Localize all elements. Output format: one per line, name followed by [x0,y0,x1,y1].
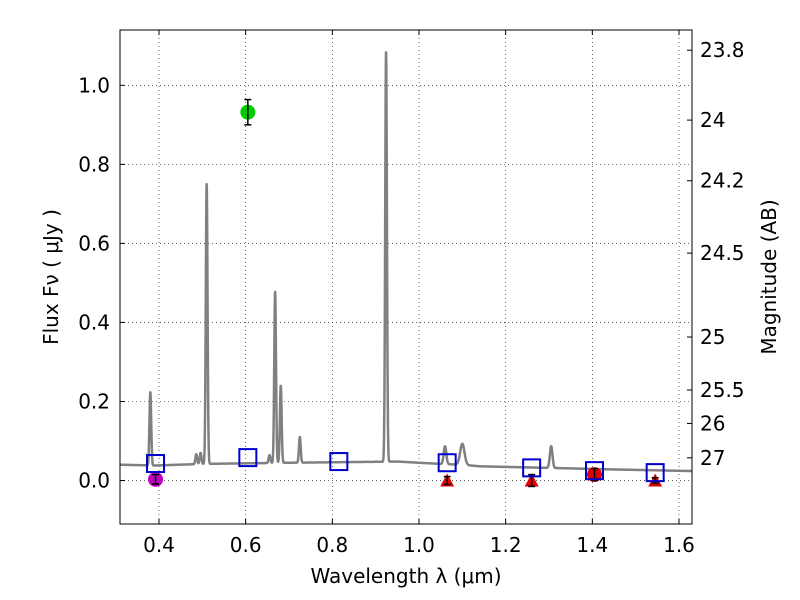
x-tick-label: 1.6 [663,533,695,557]
y-tick-label: 0.6 [78,231,110,255]
x-tick-label: 0.8 [316,533,348,557]
x-tick-label: 0.6 [230,533,262,557]
y2-tick-label: 25.5 [700,378,745,402]
model-point [146,454,166,474]
model-point [522,458,542,478]
spectrum [118,51,694,473]
model-point [238,448,258,468]
y-tick-label: 0.2 [78,389,110,413]
y2-axis-title: Magnitude (AB) [757,199,781,354]
y-axis-title: Flux Fν ( μJy ) [39,209,63,345]
model-point [645,463,665,483]
spectrum-line [118,51,694,473]
y-tick-label: 0.4 [78,310,110,334]
y2-tick-label: 24 [700,108,725,132]
y-tick-label: 1.0 [78,73,110,97]
y2-tick-label: 24.5 [700,241,745,265]
x-tick-label: 1.4 [576,533,608,557]
model-point [585,461,604,481]
y-tick-label: 0.0 [78,469,110,493]
y2-tick-label: 23.8 [700,38,745,62]
x-tick-label: 1.2 [490,533,522,557]
data-points [146,98,665,488]
y2-tick-label: 26 [700,411,725,435]
y-tick-label: 0.8 [78,152,110,176]
x-tick-label: 1.0 [403,533,435,557]
x-tick-label: 0.4 [143,533,175,557]
plot-frame [119,29,693,525]
model-point [329,452,349,472]
y2-tick-label: 24.2 [700,169,745,193]
y2-tick-label: 25 [700,325,725,349]
axes-ticks: 0.4 0.6 0.8 1.0 1.2 1.4 1.6 0.0 0.2 0.4 0.6 0.8 1.0 2… [78,30,745,557]
x-axis-title: Wavelength λ (μm) [310,564,501,588]
y2-tick-label: 27 [700,446,725,470]
model-point [437,453,457,473]
